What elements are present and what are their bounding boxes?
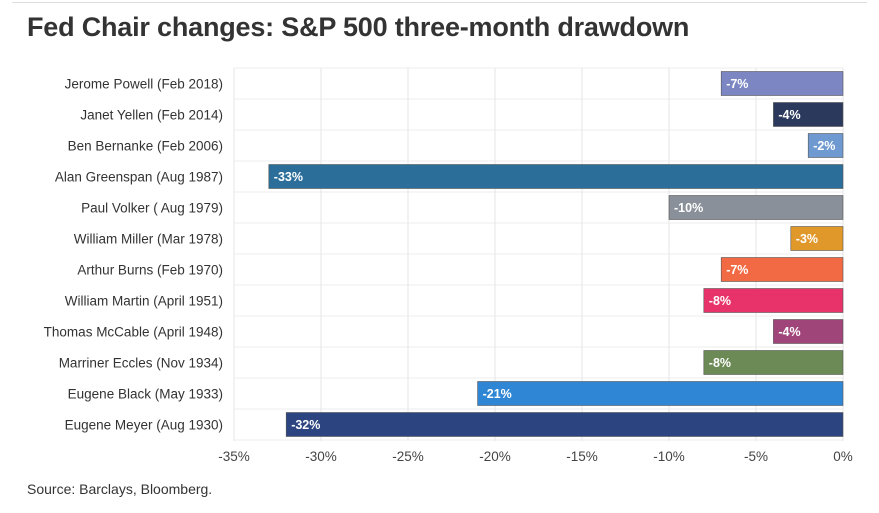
- data-label: -33%: [274, 170, 303, 184]
- x-tick-label: -25%: [392, 449, 424, 464]
- category-labels: Jerome Powell (Feb 2018) Janet Yellen (Fe…: [44, 77, 223, 433]
- top-divider: [12, 2, 867, 3]
- data-label: -4%: [778, 108, 800, 122]
- category-label: Eugene Meyer (Aug 1930): [65, 418, 223, 433]
- bar: [720, 257, 844, 282]
- category-label: Marriner Eccles (Nov 1934): [59, 356, 223, 371]
- bar: [703, 350, 844, 375]
- data-label: -4%: [778, 325, 800, 339]
- category-label: Alan Greenspan (Aug 1987): [55, 170, 223, 185]
- category-label: William Martin (April 1951): [65, 294, 223, 309]
- category-label: Ben Bernanke (Feb 2006): [68, 139, 223, 154]
- category-label: Thomas McCable (April 1948): [44, 325, 223, 340]
- data-label: -10%: [674, 201, 703, 215]
- x-tick-label: -15%: [566, 449, 598, 464]
- source-note: Source: Barclays, Bloomberg.: [27, 481, 213, 497]
- grid-lines: [233, 67, 844, 441]
- category-label: Paul Volker ( Aug 1979): [81, 201, 223, 216]
- data-label: -8%: [709, 294, 731, 308]
- x-tick-label: 0%: [833, 449, 853, 464]
- bar: [773, 102, 844, 127]
- bar: [477, 381, 844, 406]
- data-label: -2%: [813, 139, 835, 153]
- bar: [268, 164, 844, 189]
- x-tick-label: -20%: [479, 449, 511, 464]
- bar: [703, 288, 844, 313]
- data-label: -32%: [291, 418, 320, 432]
- x-tick-label: -10%: [653, 449, 685, 464]
- x-tick-label: -5%: [744, 449, 768, 464]
- data-label: -7%: [726, 263, 748, 277]
- x-tick-labels: -35% -30% -25% -20% -15% -10% -5% 0%: [218, 449, 853, 464]
- bar: [773, 319, 844, 344]
- category-label: William Miller (Mar 1978): [74, 232, 223, 247]
- bar: [807, 133, 844, 158]
- bar: [720, 71, 844, 96]
- data-label: -21%: [483, 387, 512, 401]
- category-label: Arthur Burns (Feb 1970): [77, 263, 223, 278]
- chart-title: Fed Chair changes: S&P 500 three-month d…: [27, 12, 690, 42]
- x-tick-label: -35%: [218, 449, 250, 464]
- data-label: -8%: [709, 356, 731, 370]
- category-label: Eugene Black (May 1933): [68, 387, 223, 402]
- category-label: Jerome Powell (Feb 2018): [65, 77, 223, 92]
- category-label: Janet Yellen (Feb 2014): [80, 108, 223, 123]
- bar: [285, 412, 844, 437]
- bar: [668, 195, 844, 220]
- x-tick-label: -30%: [305, 449, 337, 464]
- data-label: -7%: [726, 77, 748, 91]
- bar: [790, 226, 844, 251]
- bars: -7% -4% -2% -33% -10% -3% -7% -8% -4% -8% -21% -32%: [268, 71, 844, 437]
- data-label: -3%: [796, 232, 818, 246]
